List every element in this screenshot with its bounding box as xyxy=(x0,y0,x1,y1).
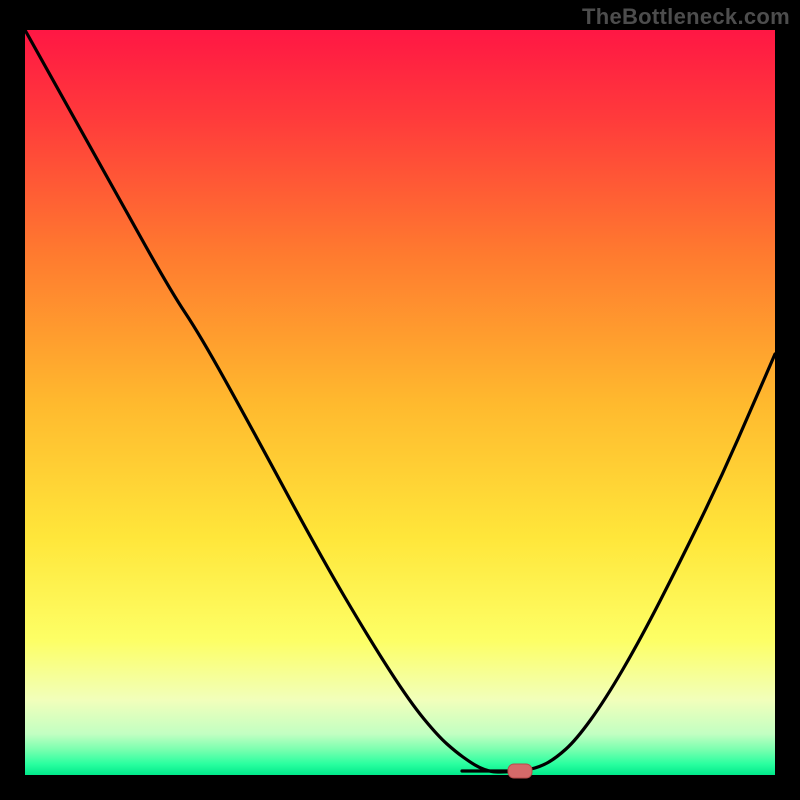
watermark-text: TheBottleneck.com xyxy=(582,4,790,30)
optimal-point-marker xyxy=(508,764,532,778)
chart-container: TheBottleneck.com xyxy=(0,0,800,800)
gradient-background xyxy=(25,30,775,775)
bottleneck-chart xyxy=(0,0,800,800)
